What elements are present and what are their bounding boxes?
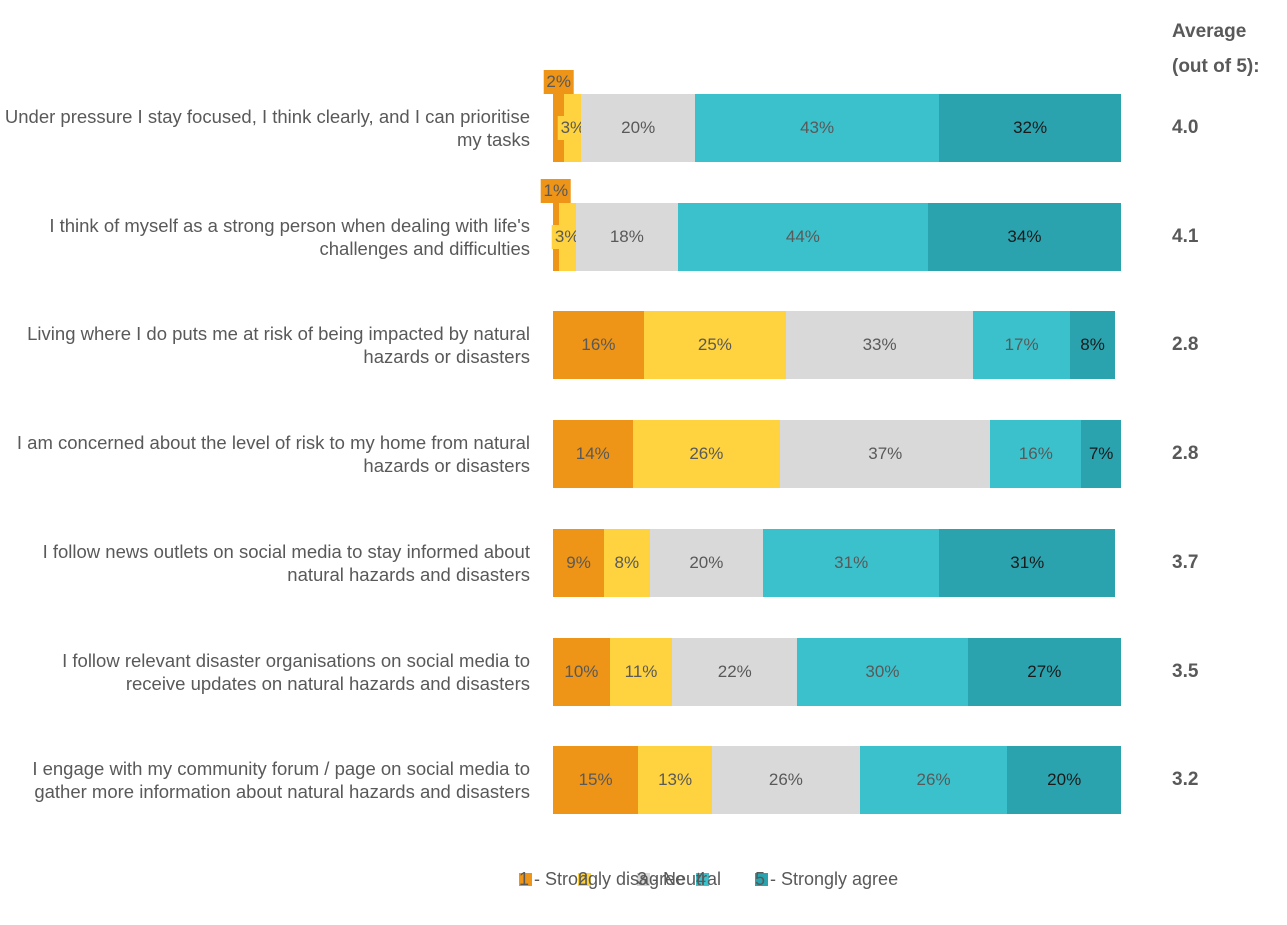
legend-label: 5 - Strongly agree: [755, 869, 899, 889]
bar-segment: [973, 311, 1070, 380]
value-label: 2%: [543, 70, 574, 94]
value-label: 22%: [717, 661, 752, 681]
value-label: 20%: [1047, 770, 1082, 790]
legend-label: 4: [696, 869, 707, 889]
category-label: I follow relevant disaster organisations…: [62, 649, 530, 694]
legend-swatch: [519, 873, 532, 886]
legend-label: 2: [578, 869, 589, 889]
average-header-line: Average: [1172, 21, 1247, 42]
bar-segment: [672, 637, 798, 706]
bar-segment: [643, 311, 786, 380]
value-label: 8%: [1080, 335, 1105, 355]
value-label: 26%: [916, 770, 951, 790]
value-label: 37%: [868, 444, 903, 464]
bar-segment: [712, 746, 860, 815]
value-label: 20%: [621, 118, 656, 137]
bar-segment: [967, 637, 1121, 706]
bar-segment: [553, 420, 633, 489]
average-header: Average (out of 5):: [1172, 14, 1260, 84]
average-value: 2.8: [1172, 334, 1199, 356]
bar-segment: [927, 202, 1121, 271]
category-label: Living where I do puts me at risk of bei…: [27, 323, 530, 368]
value-label: 8%: [614, 552, 640, 572]
legend-swatch: [696, 873, 709, 886]
bar-segment: [695, 94, 940, 162]
legend-item: 3 - Neutral: [637, 869, 721, 889]
bar-segment: [763, 528, 940, 597]
legend-item: 4: [696, 869, 709, 889]
category-label: Under pressure I stay focused, I think c…: [4, 106, 530, 150]
value-label: 32%: [1013, 118, 1048, 137]
legend-label: 3 - Neutral: [637, 869, 722, 889]
bar-segment: [785, 311, 974, 380]
bar-segment: [677, 202, 928, 271]
bar-segment: [553, 637, 610, 706]
legend-item: 5 - Strongly agree: [755, 869, 898, 889]
legend-item: 1 - Strongly disagree: [519, 869, 685, 889]
value-label: 9%: [566, 552, 591, 572]
average-value: 3.2: [1172, 769, 1199, 791]
category-label: I follow news outlets on social media to…: [42, 540, 530, 585]
value-label: 13%: [658, 770, 693, 790]
bar-segment: [553, 528, 605, 597]
category-label: I am concerned about the level of risk t…: [16, 432, 530, 477]
bar-segment: [609, 637, 673, 706]
average-value: 3.7: [1172, 551, 1199, 573]
bar-segment: [797, 637, 968, 706]
legend-label: 1 - Strongly disagree: [519, 869, 686, 889]
bar-segment: [604, 528, 650, 597]
value-label: 10%: [564, 661, 599, 681]
value-label: 43%: [800, 118, 835, 137]
bar-segment: [939, 94, 1121, 162]
legend-swatch: [578, 873, 591, 886]
bar-segment: [581, 94, 695, 162]
value-label: 33%: [862, 335, 897, 355]
bar-segment: [553, 311, 644, 380]
bar-segment: [939, 528, 1116, 597]
legend-swatch: [637, 873, 650, 886]
legend-item: 2: [578, 869, 591, 889]
value-label: 31%: [834, 552, 869, 572]
bar-segment: [990, 420, 1082, 489]
value-label: 26%: [689, 444, 724, 464]
value-label: 18%: [609, 226, 644, 246]
value-label: 16%: [1018, 444, 1053, 464]
average-value: 4.0: [1172, 117, 1199, 138]
value-label: 7%: [1088, 444, 1114, 464]
average-value: 3.5: [1172, 660, 1199, 682]
value-label: 14%: [575, 444, 610, 464]
value-label: 30%: [865, 661, 900, 681]
value-label: 17%: [1004, 335, 1039, 355]
bar-segment: [575, 202, 678, 271]
bar-segment: [632, 420, 781, 489]
average-value: 2.8: [1172, 443, 1199, 465]
legend: 1 - Strongly disagree 2 3 - Neutral 4 5 - St…: [0, 869, 1287, 889]
category-label: I think of myself as a strong person whe…: [49, 214, 530, 259]
value-label: 27%: [1027, 661, 1062, 681]
average-value: 4.1: [1172, 225, 1199, 247]
value-label: 34%: [1007, 226, 1042, 246]
value-label: 16%: [581, 335, 616, 355]
legend-swatch: [755, 873, 768, 886]
bar-segment: [649, 528, 764, 597]
value-label: 20%: [689, 552, 724, 572]
value-label: 11%: [624, 661, 658, 681]
value-label: 25%: [697, 335, 732, 355]
value-label: 31%: [1010, 552, 1045, 572]
value-label: 26%: [768, 770, 803, 790]
bar-segment: [859, 746, 1008, 815]
bar-segment: [1069, 311, 1116, 380]
average-header-line: (out of 5):: [1172, 56, 1260, 77]
bar-segment: [638, 746, 713, 815]
value-label: 44%: [785, 226, 820, 246]
bar-segment: [780, 420, 991, 489]
value-label: 15%: [578, 770, 613, 790]
bar-segment: [553, 746, 639, 815]
category-label: I engage with my community forum / page …: [32, 758, 530, 803]
value-label: 1%: [540, 178, 572, 203]
bar-segment: [1081, 420, 1121, 489]
bar-segment: [1007, 746, 1121, 815]
